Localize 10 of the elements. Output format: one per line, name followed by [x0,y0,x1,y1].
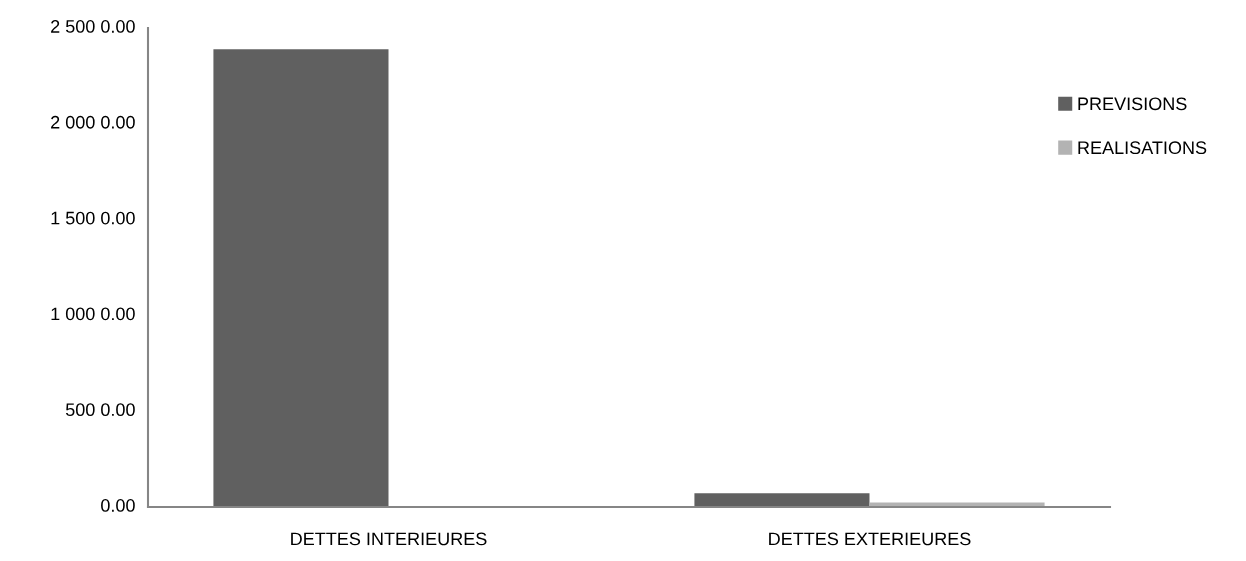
text: 2 000 0.00 [51,115,135,129]
text: 500 0.00 [65,403,135,417]
text: 1 500 0.00 [51,211,135,225]
text: 0.00 [101,499,135,512]
legend-label: PREVISIONS [1078,97,1187,111]
legend-label: REALISATIONS [1078,141,1207,155]
x-tick-label: DETTES INTERIEURES [291,532,487,546]
x-tick-label: DETTES EXTERIEURES [769,532,971,546]
text: 2 500 0.00 [51,20,135,33]
text: 1 000 0.00 [51,307,135,321]
